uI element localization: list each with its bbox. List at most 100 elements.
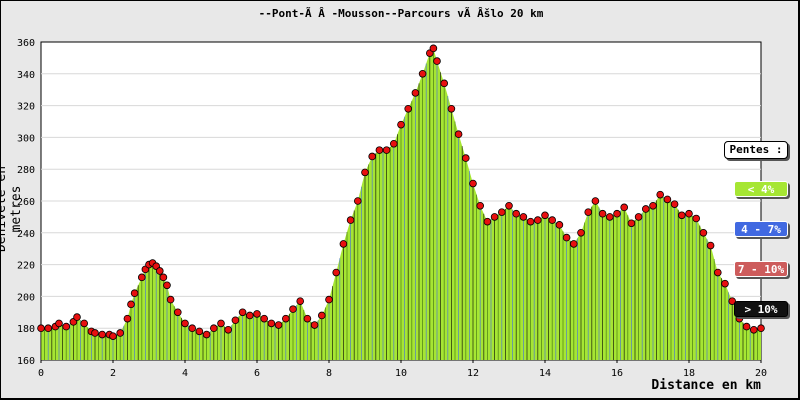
x-tick-label: 20: [755, 368, 767, 379]
elevation-point: [429, 44, 438, 53]
elevation-point: [73, 313, 81, 321]
elevation-point: [202, 330, 211, 339]
elevation-point: [253, 310, 261, 318]
elevation-point: [55, 319, 63, 328]
x-tick-label: 12: [467, 368, 479, 379]
x-tick-label: 8: [326, 368, 332, 379]
elevation-point: [361, 168, 369, 177]
elevation-point: [469, 179, 477, 188]
x-tick-label: 10: [395, 368, 407, 379]
elevation-point: [166, 295, 175, 304]
elevation-point: [181, 319, 189, 328]
elevation-point: [591, 197, 600, 205]
elevation-point: [109, 332, 117, 340]
elevation-point: [519, 213, 528, 221]
chart-title: --Pont-Ã Â -Mousson--Parcours vÃ Âšlo 20…: [258, 7, 544, 20]
elevation-point: [317, 311, 326, 320]
elevation-point: [224, 325, 233, 334]
x-tick-label: 0: [38, 368, 44, 379]
elevation-point: [303, 314, 312, 323]
elevation-point: [512, 209, 521, 218]
elevation-point: [188, 324, 197, 333]
y-tick-label: 240: [17, 229, 35, 240]
elevation-point: [641, 205, 650, 213]
y-tick-label: 300: [17, 133, 35, 144]
elevation-point: [80, 319, 88, 328]
elevation-point: [123, 314, 132, 323]
legend-entry-4-7: 4 - 7%: [734, 221, 788, 237]
elevation-point: [98, 330, 106, 339]
elevation-point: [627, 219, 636, 228]
y-tick-label: 220: [17, 261, 35, 272]
slope-stems: [40, 48, 758, 360]
elevation-point: [130, 289, 139, 298]
y-tick-label: 160: [17, 356, 35, 367]
elevation-point: [742, 322, 751, 331]
elevation-point: [339, 240, 348, 248]
elevation-point: [699, 229, 708, 237]
elevation-point: [238, 308, 247, 317]
elevation-point: [289, 305, 297, 313]
elevation-point: [569, 240, 578, 248]
elevation-point: [548, 216, 556, 224]
y-tick-label: 280: [17, 165, 35, 176]
x-tick-label: 16: [611, 368, 623, 379]
x-tick-label: 2: [110, 368, 116, 379]
elevation-point: [368, 152, 377, 161]
elevation-point: [433, 57, 441, 65]
elevation-point: [685, 209, 693, 218]
elevation-point: [598, 209, 607, 218]
elevation-point: [620, 203, 628, 212]
elevation-point: [37, 324, 45, 333]
elevation-point: [296, 297, 305, 305]
legend-entry-under-4: < 4%: [734, 181, 788, 197]
x-tick-label: 18: [683, 368, 695, 379]
x-tick-label: 14: [539, 368, 551, 379]
elevation-point: [44, 324, 52, 333]
y-tick-label: 200: [17, 292, 35, 303]
elevation-point: [397, 120, 405, 129]
elevation-point: [677, 211, 686, 220]
elevation-point: [541, 211, 549, 220]
elevation-point: [138, 273, 146, 282]
elevation-point: [274, 321, 283, 329]
x-tick-label: 4: [182, 368, 188, 379]
x-tick-label: 6: [254, 368, 260, 379]
elevation-point: [404, 104, 413, 113]
elevation-point: [332, 268, 341, 277]
elevation-point: [497, 208, 506, 216]
y-tick-label: 360: [17, 38, 35, 49]
elevation-point: [461, 154, 470, 162]
elevation-point: [605, 213, 614, 221]
elevation-point: [663, 195, 672, 204]
elevation-point: [533, 216, 542, 224]
elevation-point: [649, 201, 657, 210]
elevation-point: [713, 268, 722, 277]
elevation-point: [447, 104, 456, 113]
elevation-point: [195, 327, 204, 336]
elevation-point: [382, 146, 391, 154]
legend-title: Pentes :: [724, 141, 788, 159]
elevation-point: [692, 214, 700, 223]
elevation-point: [526, 217, 535, 226]
elevation-point: [411, 89, 420, 97]
elevation-point: [281, 314, 290, 323]
elevation-point: [483, 217, 492, 226]
elevation-point: [721, 279, 729, 288]
elevation-point: [656, 190, 664, 199]
elevation-point: [127, 300, 135, 309]
elevation-point: [353, 197, 362, 205]
y-tick-label: 320: [17, 102, 35, 113]
elevation-point: [375, 146, 384, 154]
elevation-point: [310, 321, 319, 329]
elevation-point: [505, 201, 513, 210]
y-ticks: 160 180 200 220 240 260 280 300 320 340 360: [17, 38, 35, 367]
elevation-point: [670, 200, 679, 208]
elevation-point: [346, 216, 355, 224]
x-ticks: 0 2 4 6 8 10 12 14 16 18 20: [38, 360, 767, 379]
legend-entry-over-10: > 10%: [734, 301, 788, 317]
elevation-point: [163, 281, 171, 290]
elevation-point: [454, 130, 463, 139]
elevation-point: [231, 316, 240, 325]
